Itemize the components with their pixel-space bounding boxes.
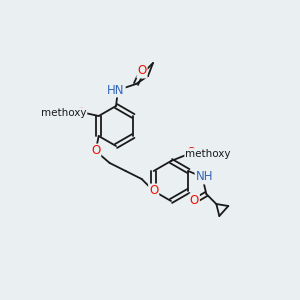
Text: O: O	[190, 194, 199, 208]
Text: O: O	[149, 184, 158, 197]
Text: HN: HN	[107, 83, 125, 97]
Text: O: O	[186, 146, 196, 160]
Text: O: O	[137, 64, 147, 77]
Text: O: O	[76, 106, 85, 118]
Text: NH: NH	[196, 170, 213, 184]
Text: methoxy: methoxy	[185, 149, 231, 159]
Text: O: O	[91, 145, 100, 158]
Text: methoxy: methoxy	[41, 108, 86, 118]
